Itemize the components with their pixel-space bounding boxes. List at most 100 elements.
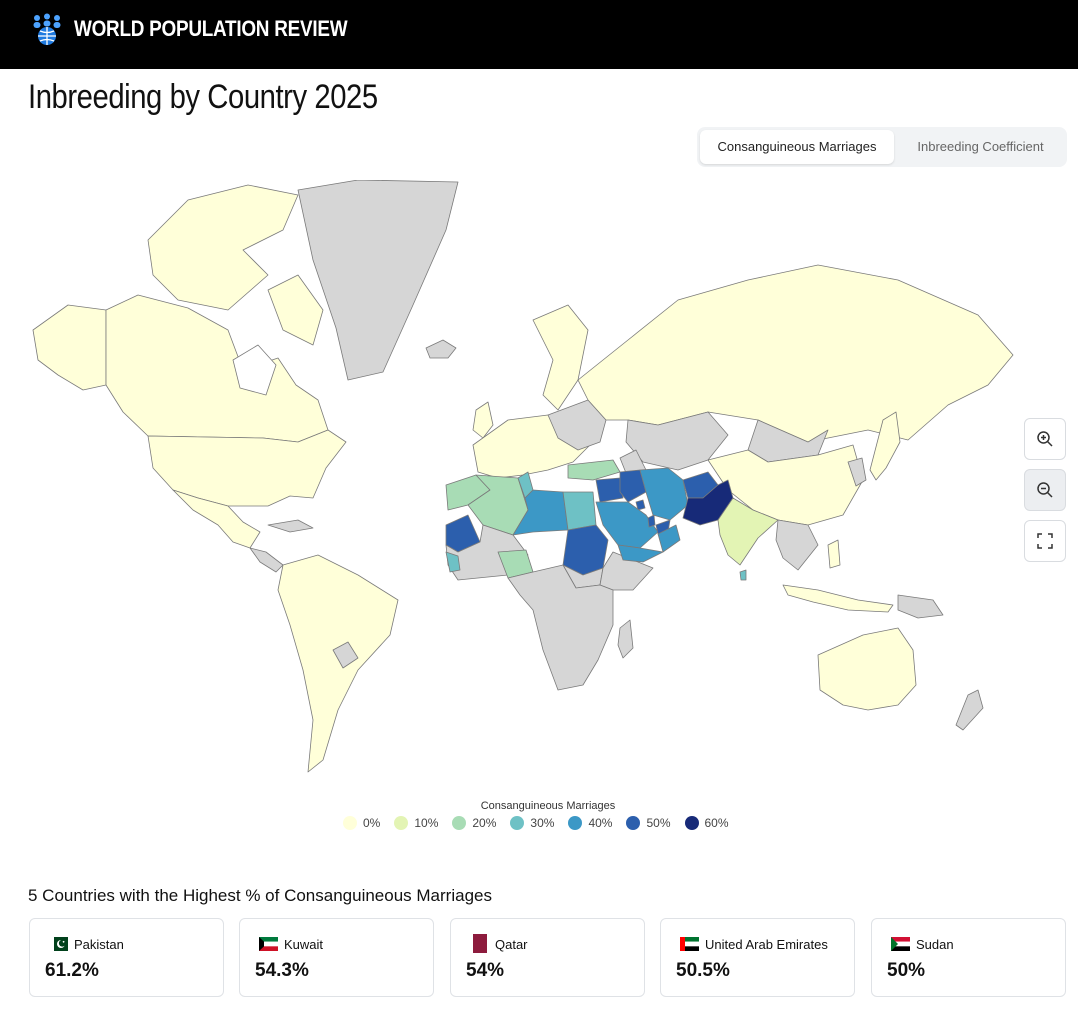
country-card-uae[interactable]: United Arab Emirates 50.5% <box>660 918 855 997</box>
legend-swatch-50 <box>626 816 641 830</box>
fullscreen-icon <box>1037 533 1053 549</box>
map-region-canada-arctic[interactable] <box>147 184 299 311</box>
legend-item-10[interactable]: 10% <box>394 816 438 830</box>
map-region-levant[interactable] <box>595 477 624 503</box>
pakistan-flag-icon <box>49 937 68 951</box>
map-region-yemen[interactable] <box>617 544 664 563</box>
country-value: 54% <box>466 960 505 981</box>
map-region-saudi-arabia[interactable] <box>595 501 659 549</box>
metric-toggle: Consanguineous Marriages Inbreeding Coef… <box>697 127 1067 167</box>
country-value: 54.3% <box>255 960 309 981</box>
world-choropleth-map[interactable] <box>28 180 1028 780</box>
map-region-japan[interactable] <box>869 411 901 481</box>
map-region-libya[interactable] <box>512 489 569 536</box>
legend-item-50[interactable]: 50% <box>626 816 671 830</box>
map-region-china[interactable] <box>707 444 864 526</box>
top-navigation-bar: WORLD POPULATION REVIEW <box>0 0 1078 69</box>
country-value: 50.5% <box>676 960 730 981</box>
map-region-sudan[interactable] <box>562 524 609 576</box>
country-name: Qatar <box>495 937 528 952</box>
country-card-pakistan[interactable]: Pakistan 61.2% <box>29 918 224 997</box>
map-region-greenland[interactable] <box>297 180 459 381</box>
page-title: Inbreeding by Country 2025 <box>28 78 378 116</box>
map-region-kuwait[interactable] <box>635 499 646 511</box>
zoom-out-button[interactable] <box>1024 469 1066 511</box>
legend-title: Consanguineous Marriages <box>480 800 616 812</box>
legend-swatch-30 <box>510 816 525 830</box>
country-name: Sudan <box>916 937 954 952</box>
map-region-new-guinea[interactable] <box>897 594 944 619</box>
legend-label-10: 10% <box>414 816 439 830</box>
map-region-caribbean[interactable] <box>267 519 314 533</box>
map-region-canada[interactable] <box>105 294 329 443</box>
map-region-sri-lanka[interactable] <box>739 569 747 581</box>
map-region-central-america[interactable] <box>249 547 284 573</box>
zoom-in-icon <box>1037 431 1053 447</box>
map-region-korea[interactable] <box>847 457 867 487</box>
map-region-australia[interactable] <box>817 627 917 711</box>
map-region-alaska[interactable] <box>32 304 107 391</box>
zoom-out-icon <box>1037 482 1053 498</box>
brand-name: WORLD POPULATION REVIEW <box>74 16 348 41</box>
people-globe-icon <box>33 13 61 45</box>
map-region-iran[interactable] <box>639 467 689 521</box>
uae-flag-icon <box>680 937 699 951</box>
map-region-indonesia[interactable] <box>782 584 894 613</box>
country-card-qatar[interactable]: Qatar 54% <box>450 918 645 997</box>
legend-swatch-10 <box>394 816 409 830</box>
legend-label-50: 50% <box>646 816 671 830</box>
map-region-scandinavia[interactable] <box>532 304 589 411</box>
brand-logo-link[interactable]: WORLD POPULATION REVIEW <box>30 12 392 46</box>
legend-item-30[interactable]: 30% <box>510 816 554 830</box>
legend-item-60[interactable]: 60% <box>684 816 729 830</box>
fullscreen-button[interactable] <box>1024 520 1066 562</box>
map-region-senegal[interactable] <box>445 551 461 573</box>
legend-label-40: 40% <box>588 816 613 830</box>
country-card-sudan[interactable]: Sudan 50% <box>871 918 1066 997</box>
map-region-oman[interactable] <box>657 524 681 553</box>
map-region-egypt[interactable] <box>562 491 597 531</box>
legend-label-0: 0% <box>363 816 381 830</box>
legend-label-20: 20% <box>472 816 497 830</box>
country-card-kuwait[interactable]: Kuwait 54.3% <box>239 918 434 997</box>
legend-item-20[interactable]: 20% <box>452 816 496 830</box>
legend-swatch-60 <box>684 816 699 830</box>
map-region-madagascar[interactable] <box>617 619 634 659</box>
legend-label-30: 30% <box>530 816 555 830</box>
map-region-iceland[interactable] <box>425 339 457 359</box>
qatar-flag-icon <box>473 934 487 953</box>
zoom-in-button[interactable] <box>1024 418 1066 460</box>
kuwait-flag-icon <box>259 937 278 951</box>
toggle-consanguineous-marriages[interactable]: Consanguineous Marriages <box>700 130 894 164</box>
map-region-philippines[interactable] <box>827 539 841 569</box>
country-name: Kuwait <box>284 937 324 952</box>
map-hudson-bay <box>232 344 277 396</box>
map-legend: 0% 10% 20% 30% 40% 50% 60% <box>343 816 729 830</box>
map-region-india[interactable] <box>717 497 779 566</box>
legend-swatch-40 <box>568 816 583 830</box>
map-region-central-africa[interactable] <box>507 564 614 691</box>
legend-label-60: 60% <box>704 816 729 830</box>
map-region-new-zealand[interactable] <box>955 689 984 731</box>
legend-item-0[interactable]: 0% <box>343 816 380 830</box>
map-region-iraq[interactable] <box>619 469 647 503</box>
top5-section-title: 5 Countries with the Highest % of Consan… <box>28 886 492 905</box>
country-value: 50% <box>887 960 926 981</box>
map-region-southeast-asia[interactable] <box>775 519 819 571</box>
map-region-uruguay[interactable] <box>332 641 359 669</box>
map-region-baffin-island[interactable] <box>267 274 324 346</box>
map-region-mexico[interactable] <box>172 489 261 549</box>
country-name: United Arab Emirates <box>705 937 828 952</box>
map-region-russia[interactable] <box>577 264 1014 443</box>
sudan-flag-icon <box>891 937 910 951</box>
legend-swatch-0 <box>343 816 357 830</box>
country-value: 61.2% <box>45 960 99 981</box>
legend-swatch-20 <box>452 816 467 830</box>
map-region-uk[interactable] <box>472 401 494 439</box>
map-region-qatar[interactable] <box>647 514 656 528</box>
map-region-turkey[interactable] <box>567 459 621 481</box>
country-name: Pakistan <box>74 937 124 952</box>
map-region-south-america[interactable] <box>277 554 399 773</box>
toggle-inbreeding-coefficient[interactable]: Inbreeding Coefficient <box>917 139 1044 154</box>
legend-item-40[interactable]: 40% <box>568 816 612 830</box>
